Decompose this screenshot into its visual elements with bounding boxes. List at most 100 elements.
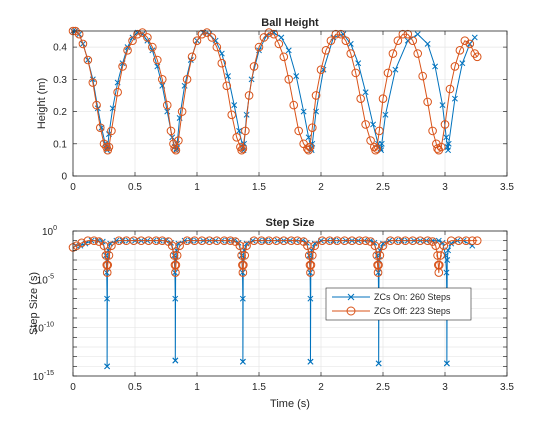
x-tick-label: 1.5 [252, 182, 266, 193]
y-tick-exponent: 0 [53, 225, 57, 232]
data-point-zcs-on-260-steps [285, 47, 292, 54]
y-axis-label: Height (m) [36, 78, 48, 129]
data-point-zcs-off-223-steps [308, 251, 317, 260]
data-point-zcs-on-260-steps [293, 73, 300, 80]
data-point-zcs-off-223-steps [78, 39, 88, 49]
data-point-zcs-off-223-steps [284, 75, 294, 84]
data-point-zcs-off-223-steps [104, 142, 114, 152]
data-point-zcs-off-223-steps [169, 251, 179, 260]
data-point-zcs-off-223-steps [455, 46, 465, 55]
data-point-zcs-on-260-steps [355, 60, 362, 67]
data-point-zcs-off-223-steps [316, 65, 326, 74]
data-point-zcs-on-260-steps [307, 358, 314, 365]
data-point-zcs-off-223-steps [472, 52, 482, 62]
data-point-zcs-off-223-steps [197, 29, 207, 39]
legend-label-zcs-on: ZCs On: 260 Steps [374, 292, 451, 302]
data-point-zcs-off-223-steps [232, 133, 241, 142]
x-tick-label: 3.5 [500, 182, 514, 193]
x-tick-label: 0.5 [128, 382, 142, 393]
data-point-zcs-on-260-steps [443, 269, 450, 276]
y-tick-exponent: -5 [48, 273, 54, 280]
data-point-zcs-on-260-steps [181, 237, 188, 244]
data-point-zcs-off-223-steps [375, 251, 385, 260]
data-point-zcs-off-223-steps [304, 251, 314, 260]
data-point-zcs-on-260-steps [392, 66, 399, 73]
data-point-zcs-off-223-steps [465, 39, 475, 49]
data-point-zcs-off-223-steps [418, 71, 427, 81]
data-point-zcs-on-260-steps [444, 257, 451, 263]
data-point-zcs-off-223-steps [306, 260, 316, 270]
ball-height-axes: 0 0.5 1 1.5 2 2.5 3 3.5 0 0.1 0.2 0.3 0.… [36, 17, 514, 193]
data-point-zcs-off-223-steps [433, 144, 442, 153]
data-point-zcs-off-223-steps [95, 123, 105, 132]
data-point-zcs-on-260-steps [378, 140, 385, 147]
data-point-zcs-off-223-steps [202, 28, 212, 37]
data-point-zcs-off-223-steps [153, 55, 162, 65]
data-point-zcs-on-260-steps [236, 127, 243, 134]
data-point-zcs-off-223-steps [440, 120, 450, 129]
y-axis-label: Step Size (s) [28, 272, 40, 335]
y-tick-label: 0 [61, 172, 67, 183]
data-point-zcs-off-223-steps [187, 52, 197, 62]
data-point-zcs-off-223-steps [192, 36, 202, 45]
data-point-zcs-on-260-steps [300, 108, 307, 115]
data-point-zcs-off-223-steps [89, 236, 99, 245]
y-tick-base: 10 [33, 324, 45, 335]
chart-title: Ball Height [261, 17, 319, 29]
data-point-zcs-off-223-steps [308, 123, 317, 132]
data-point-zcs-off-223-steps [157, 75, 167, 84]
data-point-zcs-off-223-steps [238, 144, 248, 153]
tick-marks [72, 31, 508, 177]
x-tick-label: 0.5 [128, 182, 142, 193]
data-point-zcs-off-223-steps [269, 29, 279, 39]
y-tick-label: 10-15 [33, 370, 54, 383]
data-point-zcs-off-223-steps [107, 126, 116, 136]
data-point-zcs-off-223-steps [83, 55, 93, 65]
data-point-zcs-off-223-steps [77, 238, 86, 248]
data-point-zcs-on-260-steps [89, 76, 96, 83]
data-point-zcs-off-223-steps [450, 62, 460, 71]
data-point-zcs-off-223-steps [274, 39, 284, 49]
data-point-zcs-off-223-steps [361, 236, 370, 245]
x-tick-label: 1.5 [252, 382, 266, 393]
data-point-zcs-on-260-steps [231, 102, 238, 109]
x-tick-label: 1 [194, 182, 200, 193]
data-point-zcs-on-260-steps [218, 50, 225, 57]
y-tick-base: 10 [33, 372, 45, 383]
x-tick-label: 2 [318, 182, 324, 193]
chart-title: Step Size [266, 217, 315, 229]
x-axis-label: Time (s) [270, 398, 310, 410]
data-point-zcs-on-260-steps [414, 31, 421, 38]
data-point-zcs-on-260-steps [164, 108, 171, 115]
data-point-zcs-off-223-steps [346, 49, 356, 58]
data-point-zcs-off-223-steps [289, 100, 299, 110]
data-point-zcs-on-260-steps [278, 34, 285, 41]
data-point-zcs-off-223-steps [151, 236, 161, 245]
legend-label-zcs-off: ZCs Off: 223 Steps [374, 306, 451, 316]
data-point-zcs-off-223-steps [461, 236, 471, 245]
y-tick-label: 10-5 [37, 273, 54, 286]
x-tick-label: 1 [194, 382, 200, 393]
data-point-zcs-on-260-steps [305, 134, 312, 141]
data-point-zcs-on-260-steps [124, 44, 131, 51]
data-point-zcs-off-223-steps [331, 29, 341, 39]
data-point-zcs-off-223-steps [172, 251, 182, 260]
data-point-zcs-off-223-steps [259, 33, 269, 42]
x-tick-labels: 0 0.5 1 1.5 2 2.5 3 3.5 [70, 182, 514, 193]
data-point-zcs-off-223-steps [383, 68, 393, 78]
data-point-zcs-off-223-steps [423, 97, 432, 107]
data-point-zcs-off-223-steps [92, 100, 101, 110]
x-tick-labels: 0 0.5 1 1.5 2 2.5 3 3.5 [70, 382, 514, 393]
axes-box [72, 230, 508, 377]
data-point-zcs-on-260-steps [303, 239, 310, 246]
data-point-zcs-off-223-steps [182, 75, 192, 84]
data-point-zcs-off-223-steps [171, 145, 181, 155]
data-point-zcs-on-260-steps [424, 40, 431, 47]
data-point-zcs-off-223-steps [434, 260, 444, 270]
data-point-zcs-on-260-steps [375, 360, 382, 367]
data-point-zcs-off-223-steps [235, 241, 245, 251]
data-point-zcs-off-223-steps [74, 29, 84, 39]
data-point-zcs-off-223-steps [436, 251, 445, 260]
y-tick-label: 0.1 [53, 139, 67, 150]
